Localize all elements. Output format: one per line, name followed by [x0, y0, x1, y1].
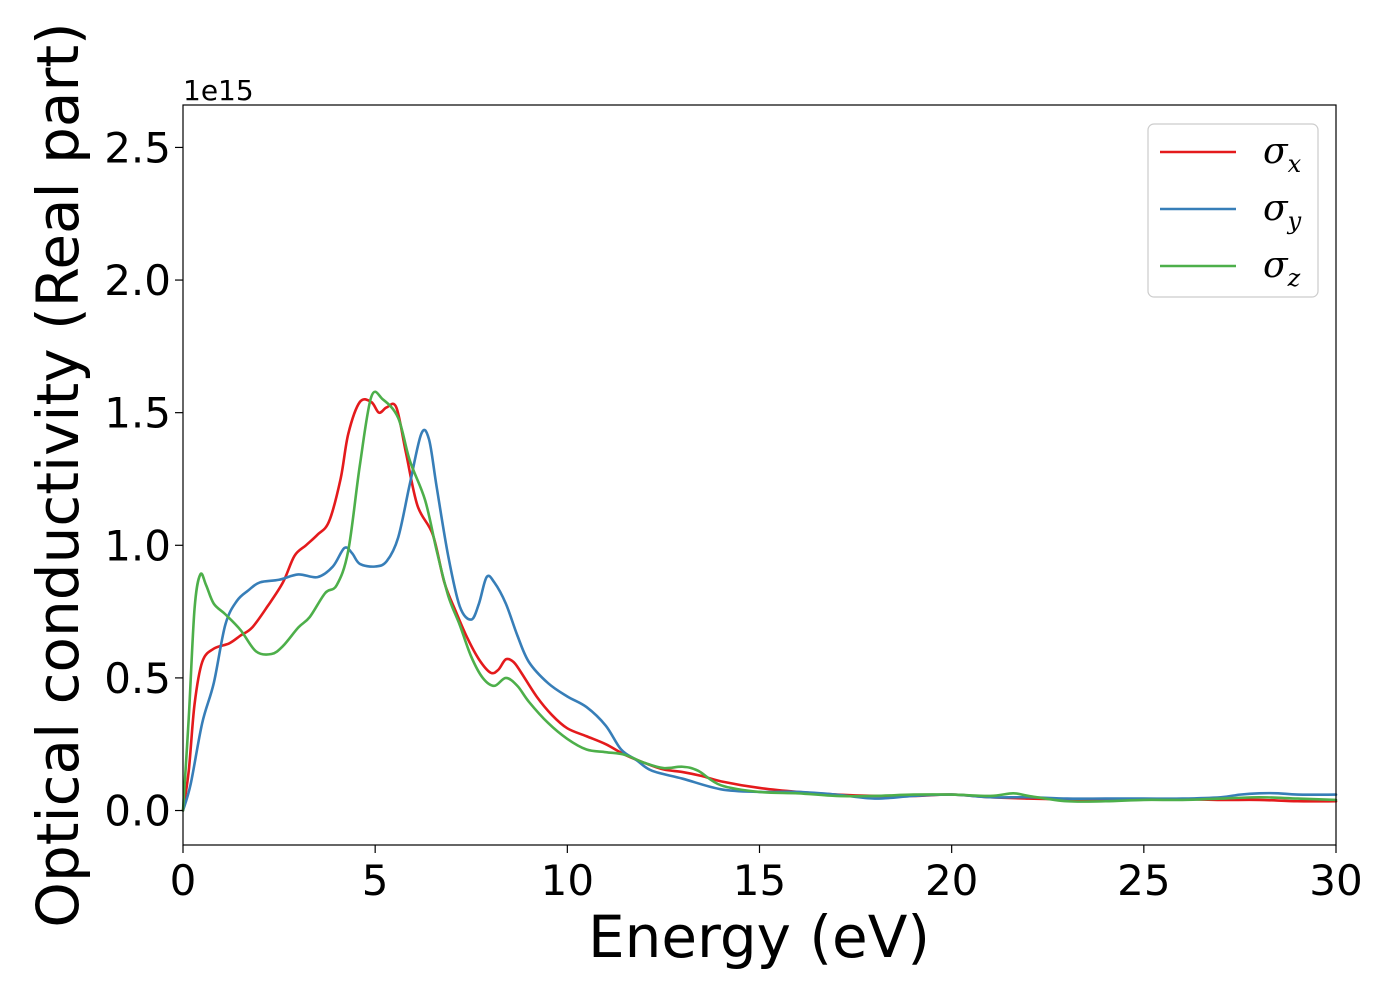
- x-tick-label: 10: [541, 856, 594, 905]
- legend-item-z: σz: [1160, 245, 1301, 292]
- x-axis-ticks: 0 5 10 15 20 25 30: [170, 845, 1363, 905]
- y-tick-label: 0.0: [104, 787, 171, 836]
- legend-item-y: σy: [1160, 188, 1302, 235]
- x-tick-label: 30: [1309, 856, 1362, 905]
- plot-background: [183, 105, 1336, 845]
- y-tick-label: 1.0: [104, 521, 171, 570]
- legend: σx σy σz: [1147, 123, 1319, 298]
- legend-label: σy: [1263, 188, 1302, 235]
- y-offset-label: 1e15: [183, 74, 254, 107]
- y-axis-label: Optical conductivity (Real part): [24, 22, 92, 927]
- x-tick-label: 15: [733, 856, 786, 905]
- legend-label: σx: [1263, 131, 1302, 178]
- y-axis-ticks: 0.0 0.5 1.0 1.5 2.0 2.5: [104, 123, 183, 836]
- x-tick-label: 5: [362, 856, 389, 905]
- legend-box: [1147, 123, 1319, 298]
- series-line-z: [181, 390, 1338, 812]
- legend-items: σx σy σz: [1160, 131, 1302, 292]
- x-axis-label: Energy (eV): [588, 903, 930, 971]
- y-tick-label: 2.0: [104, 256, 171, 305]
- series-layer: [181, 390, 1338, 812]
- y-tick-label: 2.5: [104, 123, 171, 172]
- y-tick-label: 1.5: [104, 389, 171, 438]
- x-tick-label: 0: [170, 856, 197, 905]
- x-tick-label: 25: [1117, 856, 1170, 905]
- y-tick-label: 0.5: [104, 654, 171, 703]
- x-tick-label: 20: [925, 856, 978, 905]
- legend-item-x: σx: [1160, 131, 1302, 178]
- legend-label: σz: [1263, 245, 1301, 292]
